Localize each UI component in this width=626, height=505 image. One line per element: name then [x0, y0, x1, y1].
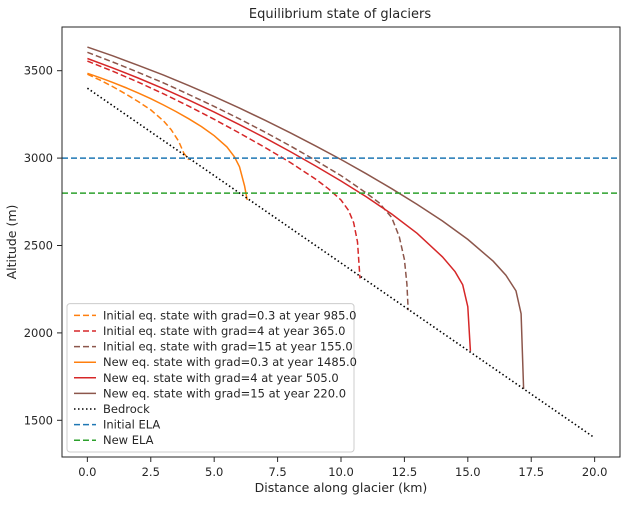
x-tick-label: 2.5 [142, 465, 160, 479]
y-tick-label: 1500 [24, 413, 53, 427]
x-tick-label: 20.0 [582, 465, 608, 479]
legend-label: New ELA [103, 433, 154, 447]
x-tick-label: 10.0 [328, 465, 354, 479]
series-line-4 [87, 72, 248, 201]
x-tick-label: 7.5 [268, 465, 286, 479]
series-line-5 [87, 57, 472, 351]
x-axis-label: Distance along glacier (km) [255, 480, 428, 495]
series-layer [62, 46, 620, 439]
x-tick-label: 0.0 [78, 465, 96, 479]
series-line-7 [86, 87, 596, 439]
series-line-6 [87, 46, 525, 389]
legend-label: New eq. state with grad=15 at year 220.0 [103, 386, 346, 400]
y-axis-ticks: 1500 2000 2500 3000 3500 [24, 64, 62, 427]
legend-label: Initial eq. state with grad=15 at year 1… [103, 340, 353, 354]
y-tick-label: 3000 [24, 151, 53, 165]
series-line-3 [87, 51, 409, 311]
x-tick-label: 15.0 [455, 465, 481, 479]
legend-label: Initial eq. state with grad=4 at year 36… [103, 324, 345, 338]
y-tick-label: 2000 [24, 326, 53, 340]
legend-label: New eq. state with grad=0.3 at year 1485… [103, 355, 357, 369]
x-axis-ticks: 0.0 2.5 5.0 7.5 10.0 12.5 15.0 17.5 20.0 [78, 457, 607, 479]
legend-label: Bedrock [103, 402, 150, 416]
series-line-2 [87, 60, 361, 279]
y-axis-label: Altitude (m) [4, 205, 19, 280]
chart-title: Equilibrium state of glaciers [249, 7, 431, 22]
legend-label: Initial ELA [103, 418, 160, 432]
y-tick-label: 3500 [24, 64, 53, 78]
legend-label: New eq. state with grad=4 at year 505.0 [103, 371, 339, 385]
x-tick-label: 12.5 [392, 465, 418, 479]
legend-label: Initial eq. state with grad=0.3 at year … [103, 308, 356, 322]
x-tick-label: 5.0 [205, 465, 223, 479]
y-tick-label: 2500 [24, 238, 53, 252]
legend: Initial eq. state with grad=0.3 at year … [66, 303, 357, 453]
x-tick-label: 17.5 [518, 465, 544, 479]
series-line-1 [87, 73, 190, 161]
legend-box [66, 303, 355, 453]
